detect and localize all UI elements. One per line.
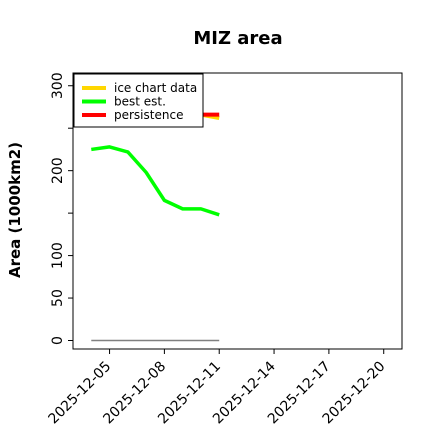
legend-label-persistence: persistence: [114, 108, 183, 122]
series-line-best-est: [91, 145, 220, 217]
y-tick-label: 200: [50, 157, 66, 184]
y-tick-label: 300: [50, 72, 66, 99]
x-axis: 2025-12-052025-12-082025-12-112025-12-14…: [46, 349, 389, 427]
legend-label-ice-chart-data: ice chart data: [114, 81, 197, 95]
y-tick-label: 100: [50, 242, 66, 269]
y-tick-label: 0: [50, 336, 66, 345]
y-axis-label: Area (1000km2): [6, 142, 24, 278]
legend-label-best-est: best est.: [114, 95, 166, 109]
plot-frame: [72, 72, 403, 350]
series-layer: [91, 112, 220, 342]
legend-box: [73, 73, 204, 128]
y-axis: 0 50 100 200 300: [50, 72, 73, 345]
y-tick-label: 50: [50, 289, 66, 307]
chart-title: MIZ area: [193, 28, 282, 49]
